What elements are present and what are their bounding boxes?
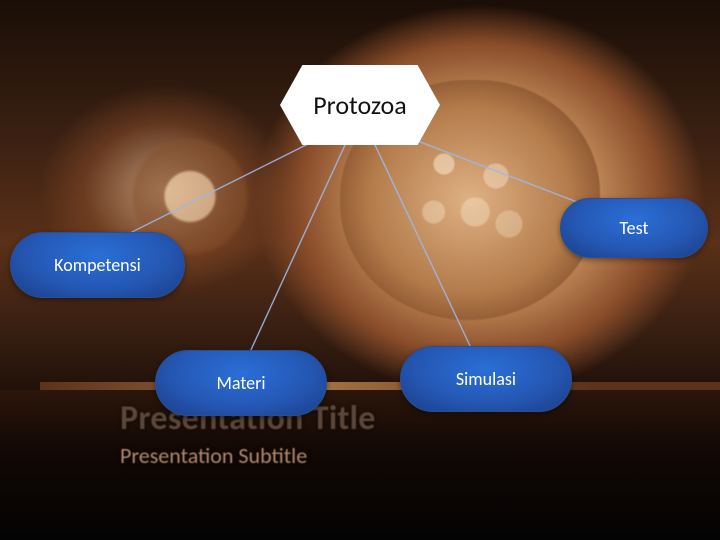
node-kompetensi[interactable]: Kompetensi [10,232,185,298]
node-materi-label: Materi [216,372,265,394]
node-test[interactable]: Test [560,198,708,258]
node-kompetensi-label: Kompetensi [54,254,141,276]
presentation-subtitle: Presentation Subtitle [120,442,307,469]
divider-bar [40,382,720,390]
node-test-label: Test [620,217,649,239]
node-protozoa-label: Protozoa [313,89,406,121]
node-simulasi-label: Simulasi [456,368,516,390]
node-materi[interactable]: Materi [155,350,327,416]
node-simulasi[interactable]: Simulasi [400,346,572,412]
node-protozoa[interactable]: Protozoa [280,65,440,145]
